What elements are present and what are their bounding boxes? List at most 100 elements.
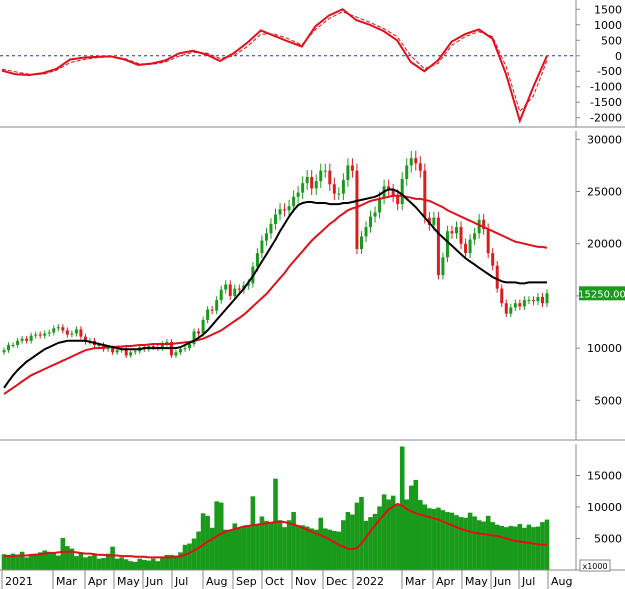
volume-bar	[427, 508, 432, 570]
candle-body	[341, 180, 345, 194]
candle-body	[165, 341, 169, 344]
candle-body	[396, 195, 400, 205]
volume-bar	[128, 561, 133, 570]
volume-bar	[205, 515, 210, 570]
price-tick-label: 30000	[587, 133, 622, 146]
volume-bar	[232, 523, 238, 570]
candle-body	[269, 223, 273, 234]
long-moving-average-line	[3, 194, 548, 395]
candle-body	[43, 333, 47, 336]
volume-bar	[503, 527, 509, 570]
candle-body	[206, 309, 210, 320]
candle-body	[25, 338, 29, 341]
candle-body	[174, 352, 178, 356]
candle-body	[115, 350, 119, 353]
volume-bar	[10, 553, 16, 570]
candle-body	[319, 170, 323, 182]
candle-body	[133, 351, 137, 353]
oscillator-tick-label: -500	[597, 65, 622, 78]
volume-bar	[513, 526, 518, 570]
volume-panel: 15000 10000 5000 x1000	[0, 444, 625, 572]
candle-body	[287, 206, 291, 211]
candle-body	[486, 229, 490, 254]
volume-bar	[467, 512, 473, 570]
candle-body	[522, 300, 526, 307]
candle-body	[215, 300, 219, 311]
volume-bar	[531, 527, 536, 570]
candle-body	[274, 214, 277, 224]
volume-bar	[83, 557, 88, 570]
candle-body	[301, 183, 305, 193]
candle-body	[129, 352, 133, 356]
candle-body	[296, 192, 300, 197]
candle-body	[355, 170, 359, 249]
volume-bar	[386, 499, 391, 570]
volume-bar	[517, 524, 523, 570]
volume-bar	[78, 552, 84, 570]
volume-bar	[209, 527, 215, 570]
volume-bar	[449, 512, 455, 570]
month-label: 2022	[356, 575, 384, 588]
candle-body	[531, 300, 535, 302]
volume-bar	[218, 502, 224, 570]
volume-bar	[454, 515, 459, 570]
candle-body	[124, 348, 128, 356]
month-label: Jul	[521, 575, 535, 588]
candle-body	[328, 170, 332, 185]
volume-bar	[1, 554, 7, 570]
volume-bar	[418, 500, 423, 570]
price-tick-label: 5000	[594, 394, 622, 407]
candle-body	[16, 340, 20, 346]
volume-bar	[141, 559, 147, 570]
candle-body	[2, 350, 6, 353]
volume-bar	[196, 531, 201, 570]
candle-body	[513, 303, 517, 308]
candle-body	[414, 158, 418, 164]
candle-body	[210, 309, 214, 311]
volume-bar	[381, 494, 387, 570]
candle-body	[224, 284, 228, 290]
volume-bar	[123, 559, 129, 570]
candle-body	[65, 330, 69, 335]
candle-body	[540, 296, 544, 304]
volume-bar	[445, 512, 450, 570]
candle-body	[373, 212, 377, 217]
oscillator-tick-label: 500	[601, 34, 622, 47]
volume-bar	[354, 502, 360, 570]
month-label: Apr	[436, 575, 456, 588]
candle-body	[7, 345, 11, 351]
candle-body	[432, 217, 436, 225]
volume-bar	[300, 525, 305, 570]
candle-body	[314, 181, 318, 189]
candle-body	[260, 240, 264, 254]
oscillator-main-line	[1, 8, 548, 124]
month-label: May	[117, 575, 140, 588]
candle-body	[495, 265, 499, 289]
candle-body	[188, 343, 192, 349]
volume-unit-label: x1000	[582, 562, 607, 571]
candle-body	[473, 233, 477, 240]
candle-body	[378, 197, 382, 213]
candle-body	[192, 331, 196, 344]
oscillator-tick-label: 1000	[594, 19, 622, 32]
volume-bar	[69, 548, 75, 570]
candle-body	[20, 338, 24, 341]
volume-bar	[494, 524, 500, 570]
volume-bar	[19, 551, 25, 570]
volume-bar	[46, 551, 52, 570]
volume-bar	[28, 555, 34, 570]
candle-body	[468, 239, 472, 254]
price-tick-label: 20000	[587, 238, 622, 251]
volume-bar	[304, 526, 310, 570]
volume-moving-average-line	[4, 502, 547, 559]
volume-bar	[264, 520, 269, 570]
candle-body	[504, 303, 508, 314]
candle-body	[387, 186, 391, 191]
candle-body	[56, 327, 60, 329]
volume-bar	[436, 507, 441, 570]
volume-bar	[33, 553, 38, 570]
volume-bar	[431, 508, 437, 570]
month-label: Oct	[265, 575, 285, 588]
candle-body	[445, 231, 449, 258]
candle-body	[350, 165, 354, 171]
